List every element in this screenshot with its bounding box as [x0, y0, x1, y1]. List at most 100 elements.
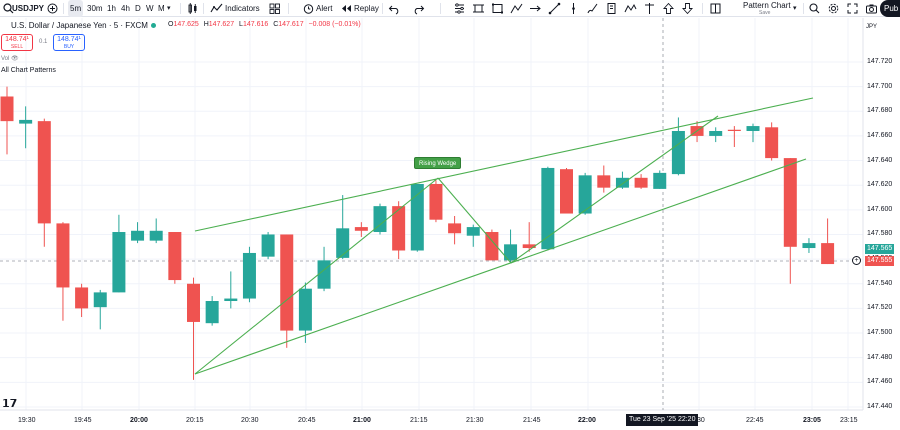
- price-axis-label: 147.600: [867, 205, 893, 213]
- layout-dropdown-icon[interactable]: ▾: [793, 5, 797, 12]
- templates-grid-icon[interactable]: [268, 2, 281, 15]
- time-axis-label: 21:30: [466, 417, 484, 424]
- layout-title[interactable]: Pattern Chart: [743, 1, 791, 10]
- candle-body: [336, 228, 350, 258]
- candle-body: [112, 232, 126, 293]
- candle-body: [280, 234, 294, 331]
- brush-tool-icon[interactable]: [586, 2, 599, 15]
- timeframe-d[interactable]: D: [135, 4, 141, 13]
- timeframe-dropdown-icon[interactable]: ▾: [167, 5, 171, 12]
- replay-button[interactable]: Replay: [354, 4, 379, 13]
- time-axis-label: 19:45: [74, 417, 92, 424]
- price-axis-label: 147.580: [867, 230, 893, 238]
- price-axis-label: 147.460: [867, 378, 893, 386]
- time-axis-label: 20:45: [298, 417, 316, 424]
- candle-body: [75, 287, 89, 309]
- compare-plus-icon[interactable]: [46, 2, 59, 15]
- arrow-down-marker-icon[interactable]: [681, 2, 694, 15]
- vol-label: Vol: [1, 56, 10, 62]
- candles-chart-type-icon[interactable]: [186, 2, 199, 15]
- price-axis-label: 147.500: [867, 329, 893, 337]
- eye-icon[interactable]: 👁: [11, 56, 19, 62]
- time-axis-label: 22:45: [746, 417, 764, 424]
- sell-button[interactable]: 148.74¹ SELL: [1, 34, 33, 51]
- trade-panel-icon[interactable]: [453, 2, 466, 15]
- publish-button[interactable]: Pub: [880, 0, 900, 17]
- buy-price: 148.74¹: [57, 36, 81, 43]
- fib-tool-icon[interactable]: [643, 2, 656, 15]
- chart-patterns-indicator[interactable]: All Chart Patterns: [1, 67, 56, 74]
- arrow-up-marker-icon[interactable]: [662, 2, 675, 15]
- price-axis-label: 147.660: [867, 131, 893, 139]
- layout-save-status[interactable]: Save: [759, 10, 771, 16]
- timeframe-m[interactable]: M: [158, 4, 165, 13]
- undo-icon[interactable]: [388, 2, 401, 15]
- vertical-line-tool-icon[interactable]: [567, 2, 580, 15]
- timeframe-30m[interactable]: 30m: [87, 4, 103, 13]
- rectangle-tool-icon[interactable]: [491, 2, 504, 15]
- text-tool-icon[interactable]: [605, 2, 618, 15]
- symbol-full-name: U.S. Dollar / Japanese Yen · 5 · FXCM: [11, 21, 148, 30]
- price-axis-label: 147.700: [867, 82, 893, 90]
- candle-body: [466, 227, 480, 236]
- alert-clock-icon[interactable]: [302, 2, 315, 15]
- symbol-search-button[interactable]: USDJPY: [12, 4, 45, 13]
- price-axis-label: 147.540: [867, 279, 893, 287]
- layout-grid-icon[interactable]: [709, 2, 722, 15]
- replay-icon[interactable]: [340, 2, 353, 15]
- rising-wedge-label[interactable]: Rising Wedge: [414, 157, 462, 169]
- add-order-plus-icon[interactable]: +: [852, 256, 861, 265]
- trend-line-tool-icon[interactable]: [548, 2, 561, 15]
- sell-label: SELL: [10, 44, 24, 50]
- candle-body: [653, 172, 667, 189]
- settings-gear-icon[interactable]: [827, 2, 840, 15]
- separator: [288, 3, 289, 14]
- search-icon[interactable]: [2, 2, 15, 15]
- quick-search-icon[interactable]: [808, 2, 821, 15]
- time-axis-label: 20:00: [130, 417, 148, 424]
- redo-icon[interactable]: [412, 2, 425, 15]
- candle-body: [448, 223, 462, 234]
- candle-body: [298, 288, 312, 331]
- spread-value: 0.1: [39, 39, 48, 45]
- separator: [382, 3, 383, 14]
- time-axis-label: 23:15: [840, 417, 858, 424]
- snapshot-camera-icon[interactable]: [865, 2, 878, 15]
- candle-body: [205, 301, 219, 324]
- indicators-button[interactable]: Indicators: [225, 4, 260, 13]
- separator: [180, 3, 181, 14]
- candle-body: [242, 252, 256, 299]
- timeframe-1h[interactable]: 1h: [107, 4, 116, 13]
- horizontal-line-tool-icon[interactable]: [472, 2, 485, 15]
- alert-button[interactable]: Alert: [316, 4, 333, 13]
- timeframe-4h[interactable]: 4h: [121, 4, 130, 13]
- tradingview-logo[interactable]: 𝟭𝟳: [2, 398, 18, 410]
- open-value: 147.625: [173, 21, 199, 28]
- candle-body: [765, 127, 779, 159]
- candle-body: [224, 298, 238, 302]
- candle-body: [429, 183, 443, 220]
- time-axis-label: 20:30: [241, 417, 259, 424]
- indicators-icon[interactable]: [210, 2, 223, 15]
- time-axis-label: 20:15: [186, 417, 204, 424]
- candle-body: [746, 126, 760, 131]
- volume-indicator-row[interactable]: Vol 👁: [1, 55, 19, 62]
- candle-body: [373, 206, 387, 233]
- timeframe-5m[interactable]: 5m: [68, 0, 84, 17]
- pattern-tool-icon[interactable]: [624, 2, 637, 15]
- price-axis-label: 147.720: [867, 58, 893, 65]
- timeframe-w[interactable]: W: [146, 4, 154, 13]
- market-open-icon: [150, 23, 156, 29]
- currency-label[interactable]: JPY: [866, 24, 878, 30]
- price-axis-label: 147.440: [867, 402, 893, 410]
- candle-body: [485, 232, 499, 261]
- price-axis-label: 147.480: [867, 353, 893, 361]
- fullscreen-icon[interactable]: [846, 2, 859, 15]
- candle-body: [615, 177, 629, 188]
- time-axis-label: 23:05: [803, 417, 821, 424]
- buy-button[interactable]: 148.74¹ BUY: [53, 34, 85, 51]
- time-axis-label: 22:00: [578, 417, 596, 424]
- path-tool-icon[interactable]: [510, 2, 523, 15]
- arrow-tool-icon[interactable]: [529, 2, 542, 15]
